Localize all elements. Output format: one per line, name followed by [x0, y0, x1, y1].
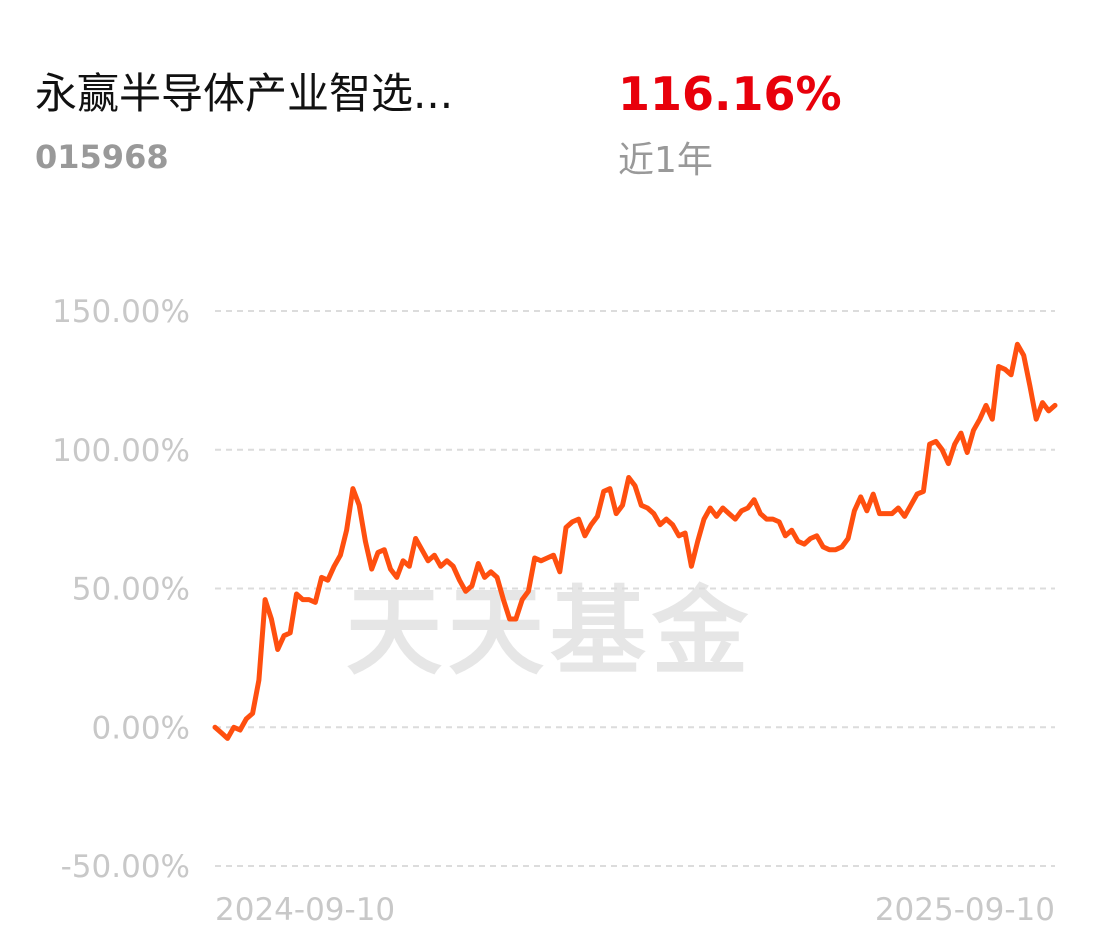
fund-code: 015968 [35, 138, 169, 176]
line-series [212, 341, 1058, 741]
y-tick-label: 100.00% [52, 433, 190, 469]
y-tick-label: 50.00% [72, 572, 190, 608]
fund-return: 116.16% [618, 67, 842, 121]
x-tick-label: 2025-09-10 [875, 892, 1055, 928]
y-tick-label: 0.00% [92, 710, 190, 746]
x-tick-label: 2024-09-10 [215, 892, 395, 928]
y-tick-label: 150.00% [52, 294, 190, 330]
y-tick-label: -50.00% [61, 849, 190, 885]
fund-title: 永赢半导体产业智选... [35, 69, 453, 118]
watermark: 天天基金 [346, 576, 754, 688]
return-period: 近1年 [618, 140, 713, 181]
